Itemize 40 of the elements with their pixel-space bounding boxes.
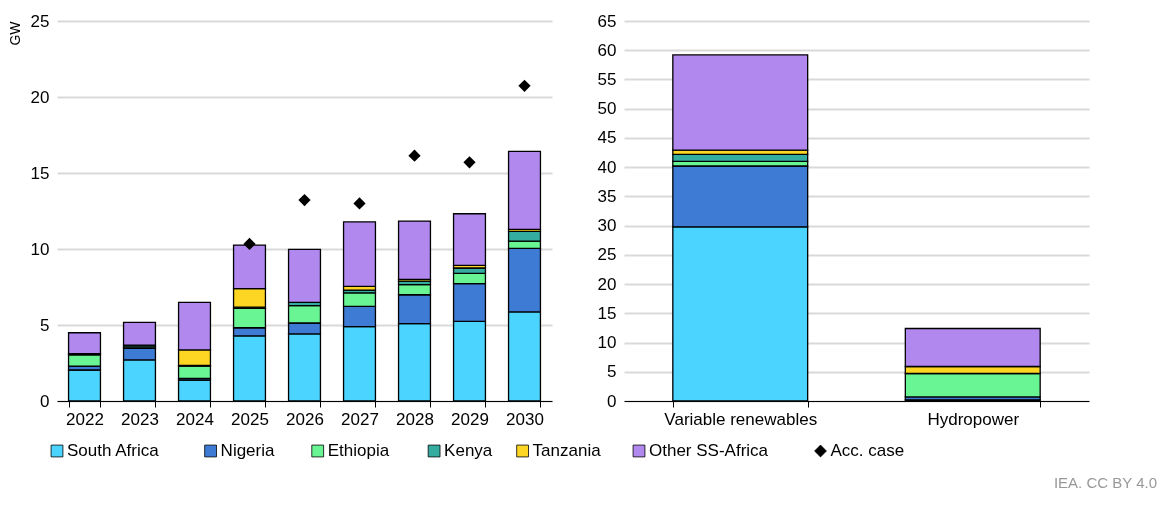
y-tick-label: 15 (597, 303, 617, 323)
legend-label: Kenya (444, 441, 493, 460)
legend-label: Tanzania (532, 441, 602, 460)
y-tick-label: 10 (30, 239, 50, 259)
legend-label: Ethiopia (327, 441, 390, 460)
y-tick-label: 50 (597, 99, 617, 119)
y-tick-label: 5 (40, 315, 50, 335)
legend-label: Other SS-Africa (649, 441, 769, 460)
x-tick-label: 2026 (286, 409, 324, 429)
y-tick-label: 0 (40, 391, 50, 411)
y-tick-label: 30 (597, 216, 617, 236)
y-tick-label: 25 (30, 11, 50, 31)
y-tick-label: 60 (597, 40, 617, 60)
y-tick-label: 20 (30, 87, 50, 107)
text: IEA. CC BY 4.0 (1053, 474, 1157, 491)
x-tick-label: 2024 (176, 409, 214, 429)
x-tick-label: 2028 (396, 409, 434, 429)
y-tick-label: 0 (607, 391, 617, 411)
y-tick-label: 25 (597, 245, 617, 265)
y-tick-label: 20 (597, 274, 617, 294)
y-tick-label: 65 (597, 11, 617, 31)
x-tick-label: 2027 (341, 409, 379, 429)
x-tick-label: Variable renewables (664, 409, 818, 429)
x-tick-label: Hydropower (927, 409, 1020, 429)
legend-label: Nigeria (220, 441, 275, 460)
y-axis-title: GW (6, 20, 23, 46)
y-tick-label: 55 (597, 69, 617, 89)
x-tick-label: 2022 (66, 409, 104, 429)
y-tick-label: 40 (597, 157, 617, 177)
legend-label: South Africa (67, 441, 160, 460)
y-tick-label: 5 (607, 362, 617, 382)
x-tick-label: 2029 (451, 409, 489, 429)
x-tick-label: 2030 (506, 409, 544, 429)
y-tick-label: 15 (30, 163, 50, 183)
x-tick-label: 2023 (121, 409, 159, 429)
y-tick-label: 45 (597, 128, 617, 148)
legend-label: Acc. case (830, 441, 905, 460)
y-tick-label: 35 (597, 186, 617, 206)
y-tick-label: 10 (597, 333, 617, 353)
x-tick-label: 2025 (231, 409, 269, 429)
